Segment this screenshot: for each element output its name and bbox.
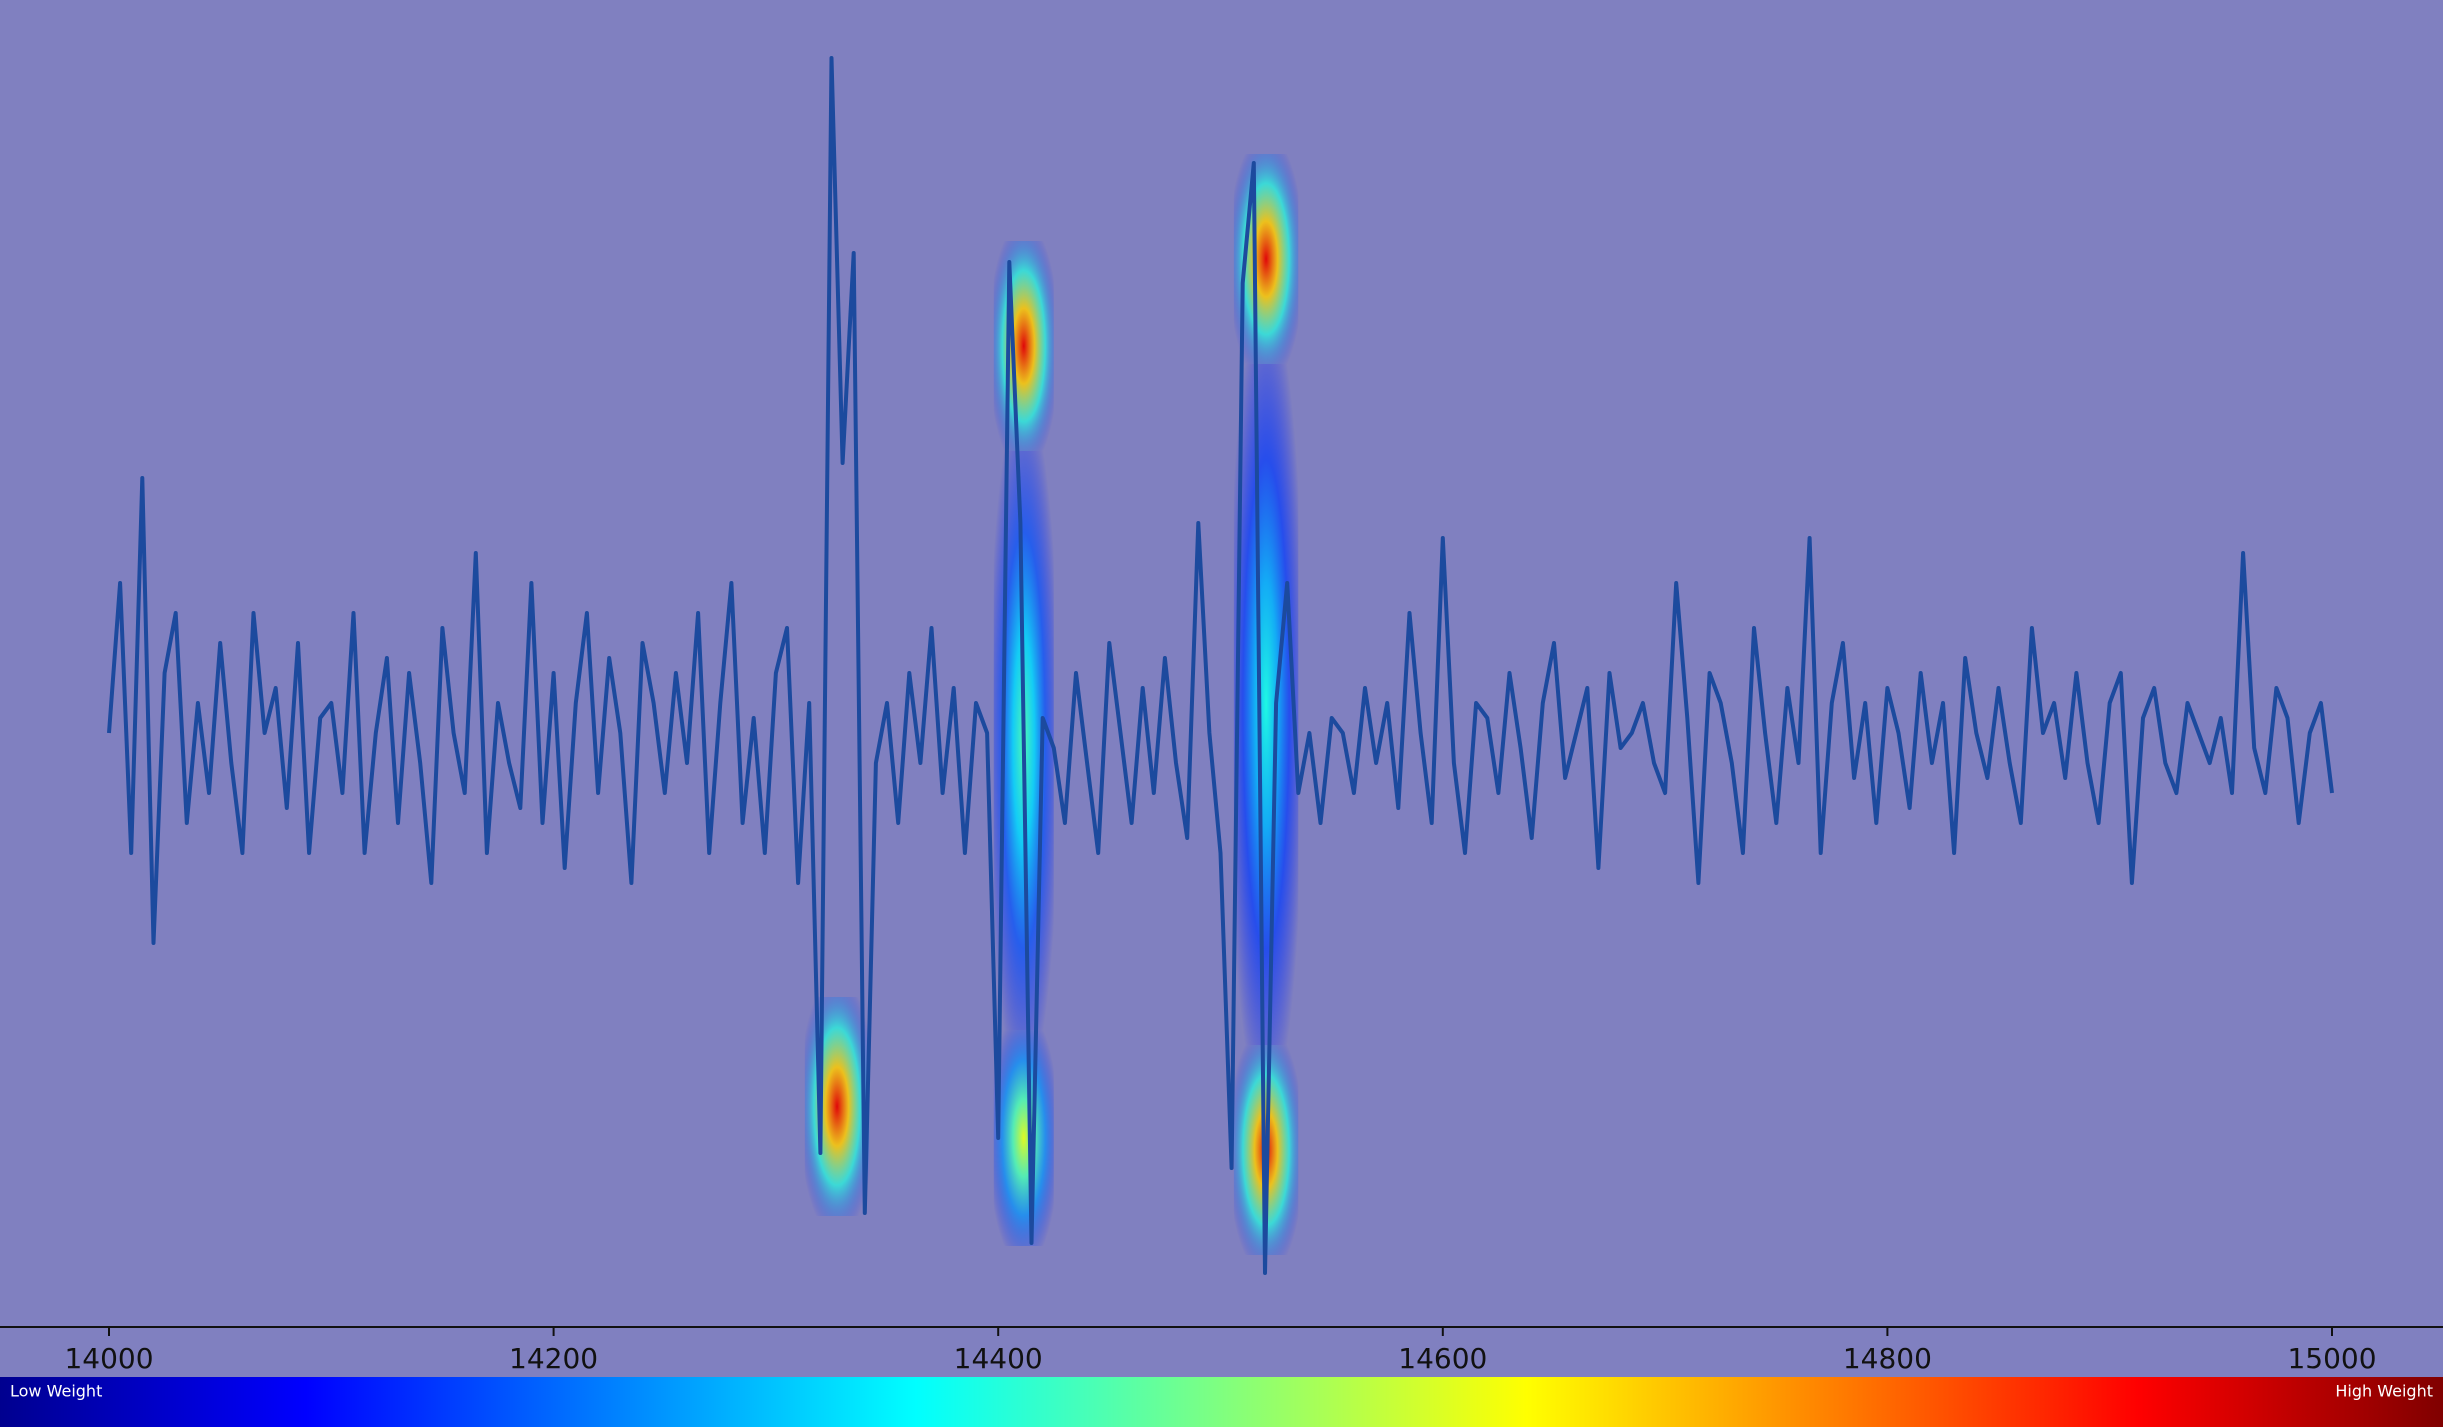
x-tick-label: 14000: [64, 1342, 153, 1375]
weight-highlight: [804, 997, 870, 1216]
x-tick-label: 15000: [2287, 1342, 2376, 1375]
colorbar: [0, 1377, 2443, 1427]
weight-highlight: [1233, 364, 1299, 1045]
signal-line: [107, 56, 2334, 1275]
weight-highlight: [993, 241, 1054, 451]
x-tick-label: 14600: [1398, 1342, 1487, 1375]
colorbar-high-label: High Weight: [2335, 1382, 2433, 1401]
colorbar-low-label: Low Weight: [10, 1382, 102, 1401]
x-tick-label: 14400: [954, 1342, 1043, 1375]
x-tick-label: 14800: [1843, 1342, 1932, 1375]
weight-highlight: [993, 1030, 1054, 1246]
x-tick-label: 14200: [509, 1342, 598, 1375]
